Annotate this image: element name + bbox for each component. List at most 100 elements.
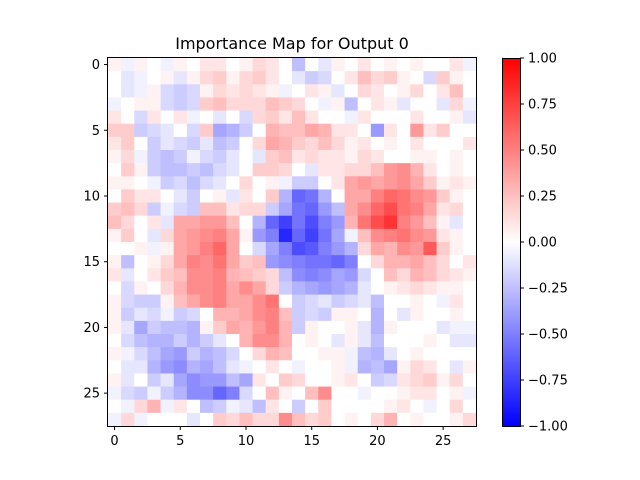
heatmap-cell	[331, 176, 345, 190]
heatmap-cell	[344, 307, 359, 322]
heatmap-cell	[331, 136, 345, 151]
heatmap-cell	[449, 123, 464, 138]
heatmap-cell	[160, 281, 175, 295]
heatmap-cell	[318, 123, 332, 138]
heatmap-cell	[436, 281, 451, 295]
heatmap-cell	[213, 268, 227, 282]
heatmap-cell	[462, 110, 477, 125]
heatmap-cell	[200, 242, 214, 256]
heatmap-cell	[213, 334, 227, 348]
heatmap-cell	[147, 110, 161, 125]
heatmap-cell	[239, 228, 253, 243]
heatmap-cell	[436, 334, 451, 348]
heatmap-cell	[226, 202, 240, 217]
heatmap-cell	[278, 150, 293, 164]
heatmap-cell	[305, 268, 319, 282]
heatmap-cell	[305, 163, 319, 177]
heatmap-cell	[265, 176, 280, 190]
x-axis: 0 5 10 15 20 25	[110, 426, 451, 449]
heatmap-cell	[331, 307, 345, 322]
heatmap-cell	[384, 320, 398, 335]
heatmap-cell	[265, 228, 280, 243]
heatmap-cell	[121, 412, 135, 427]
heatmap-cell	[449, 202, 464, 217]
heatmap-cell	[213, 320, 227, 335]
heatmap-cell	[186, 97, 201, 111]
heatmap-cell	[370, 176, 385, 190]
heatmap-cell	[357, 294, 372, 309]
heatmap-cell	[134, 347, 148, 361]
heatmap-cell	[160, 373, 175, 387]
heatmap-cell	[186, 123, 201, 138]
heatmap-cell	[160, 58, 175, 72]
y-tick-label: 15	[83, 255, 100, 270]
heatmap-cell	[108, 84, 122, 98]
heatmap-cell	[239, 307, 253, 322]
heatmap-cell	[252, 386, 267, 401]
heatmap-cell	[462, 202, 477, 217]
heatmap-cell	[344, 189, 359, 203]
heatmap-cell	[278, 281, 293, 295]
heatmap-cell	[292, 189, 306, 203]
heatmap-cell	[121, 228, 135, 243]
heatmap-cell	[226, 110, 240, 125]
heatmap-cell	[305, 412, 319, 427]
heatmap-cell	[160, 176, 175, 190]
heatmap-cell	[278, 97, 293, 111]
heatmap-cell	[370, 202, 385, 217]
heatmap-cell	[423, 281, 437, 295]
heatmap-cell	[292, 215, 306, 230]
heatmap-cell	[121, 97, 135, 111]
heatmap-cell	[239, 386, 253, 401]
heatmap-cell	[423, 215, 437, 230]
heatmap-cell	[423, 242, 437, 256]
heatmap-cell	[410, 97, 424, 111]
heatmap-cell	[121, 268, 135, 282]
heatmap-cell	[331, 386, 345, 401]
heatmap-cell	[278, 110, 293, 125]
heatmap-cell	[173, 399, 188, 414]
heatmap-cell	[318, 360, 332, 374]
heatmap-cell	[213, 71, 227, 85]
y-tick-label: 25	[83, 387, 100, 402]
heatmap-cell	[160, 268, 175, 282]
heatmap-cell	[160, 71, 175, 85]
heatmap-cell	[147, 163, 161, 177]
heatmap-cell	[160, 307, 175, 322]
heatmap-cell	[462, 255, 477, 269]
heatmap-cell	[134, 334, 148, 348]
heatmap-cell	[357, 320, 372, 335]
colorbar-tick-label: 0.50	[528, 144, 557, 159]
heatmap-cell	[252, 360, 267, 374]
heatmap-cell	[173, 294, 188, 309]
heatmap-cell	[449, 215, 464, 230]
heatmap-cell	[305, 202, 319, 217]
heatmap-cell	[344, 176, 359, 190]
heatmap-cell	[200, 97, 214, 111]
heatmap-cell	[331, 84, 345, 98]
heatmap-cell	[436, 347, 451, 361]
heatmap-cell	[226, 97, 240, 111]
heatmap-cell	[370, 228, 385, 243]
heatmap-cell	[226, 58, 240, 72]
heatmap-cell	[318, 189, 332, 203]
heatmap-cell	[384, 347, 398, 361]
heatmap-cell	[462, 360, 477, 374]
heatmap-cell	[397, 347, 411, 361]
heatmap-cell	[239, 84, 253, 98]
x-tick-label: 15	[303, 434, 320, 449]
heatmap-cell	[370, 189, 385, 203]
heatmap-cell	[160, 399, 175, 414]
heatmap-cell	[410, 110, 424, 125]
heatmap-cell	[318, 399, 332, 414]
heatmap-cell	[344, 202, 359, 217]
heatmap-cell	[147, 268, 161, 282]
heatmap-cell	[357, 360, 372, 374]
heatmap-cell	[423, 123, 437, 138]
heatmap-cell	[370, 294, 385, 309]
heatmap-cell	[173, 71, 188, 85]
heatmap-cell	[384, 334, 398, 348]
heatmap-cell	[397, 228, 411, 243]
heatmap-cell	[462, 163, 477, 177]
heatmap-cell	[292, 123, 306, 138]
